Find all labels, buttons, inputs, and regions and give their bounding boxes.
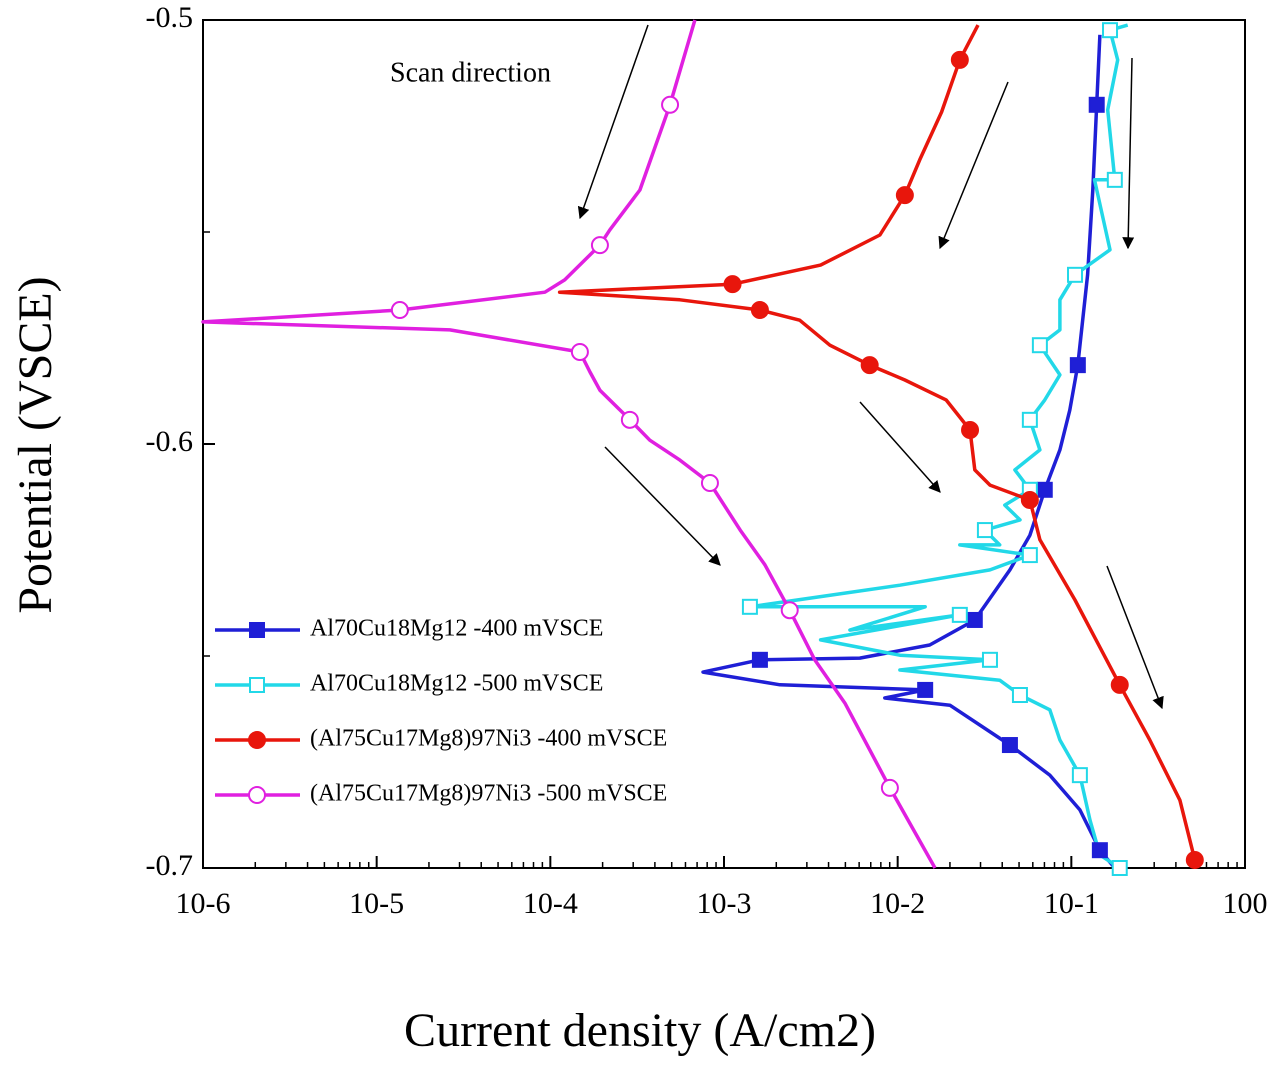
marker — [1036, 481, 1053, 498]
y-tick-label: -0.6 — [146, 425, 194, 458]
marker — [1021, 411, 1038, 428]
legend-label: (Al75Cu17Mg8)97Ni3 -500 mVSCE — [310, 781, 667, 807]
legend-label: Al70Cu18Mg12 -400 mVSCE — [310, 616, 603, 642]
x-axis-label: Current density (A/cm2) — [404, 1004, 876, 1057]
marker — [741, 598, 758, 615]
marker — [1088, 96, 1105, 113]
annotation: Scan direction — [390, 57, 551, 88]
marker — [751, 651, 768, 668]
marker — [860, 356, 879, 375]
marker — [780, 601, 799, 620]
marker — [1185, 850, 1204, 869]
marker — [976, 522, 993, 539]
marker — [966, 611, 983, 628]
marker — [961, 421, 980, 440]
x-tick-label: 10-6 — [176, 887, 231, 920]
legend-marker — [249, 622, 265, 638]
legend-marker — [248, 731, 266, 749]
scan-arrows — [577, 24, 1164, 710]
x-tick-label: 10-4 — [523, 887, 578, 920]
y-axis-label: Potential (VSCE) — [9, 276, 62, 613]
x-tick-label: 10-5 — [349, 887, 404, 920]
x-tick-label: 10-3 — [697, 887, 752, 920]
marker — [390, 301, 409, 320]
marker — [620, 410, 639, 429]
marker — [895, 186, 914, 205]
marker — [700, 474, 719, 493]
marker — [951, 606, 968, 623]
x-tick-label: 10-2 — [870, 887, 925, 920]
legend-label: Al70Cu18Mg12 -500 mVSCE — [310, 671, 603, 697]
marker — [950, 50, 969, 69]
marker — [570, 342, 589, 361]
series-line — [701, 34, 1117, 870]
x-tick-label: 100 — [1223, 887, 1268, 920]
marker — [1069, 357, 1086, 374]
marker — [661, 95, 680, 114]
marker — [981, 651, 998, 668]
marker — [750, 301, 769, 320]
marker — [1011, 687, 1028, 704]
marker — [1106, 171, 1123, 188]
marker — [1021, 547, 1038, 564]
marker — [1031, 337, 1048, 354]
marker — [1071, 767, 1088, 784]
marker — [1110, 675, 1129, 694]
marker — [1091, 842, 1108, 859]
legend-marker — [248, 786, 266, 804]
marker — [917, 681, 934, 698]
y-tick-label: -0.5 — [146, 1, 194, 34]
marker — [1111, 860, 1128, 876]
y-tick-label: -0.7 — [146, 849, 194, 882]
marker — [880, 778, 899, 797]
series-line — [748, 23, 1129, 870]
marker — [1020, 490, 1039, 509]
marker — [1067, 266, 1084, 283]
x-tick-label: 10-1 — [1044, 887, 1099, 920]
marker — [1102, 22, 1119, 39]
marker — [723, 275, 742, 294]
legend-label: (Al75Cu17Mg8)97Ni3 -400 mVSCE — [310, 726, 667, 752]
marker — [590, 236, 609, 255]
legend-marker — [249, 677, 265, 693]
marker — [1001, 737, 1018, 754]
